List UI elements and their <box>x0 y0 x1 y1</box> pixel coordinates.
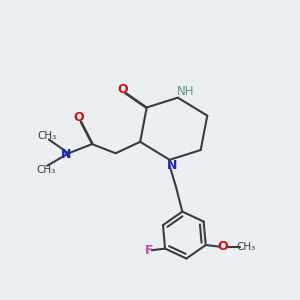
Text: F: F <box>145 244 154 257</box>
Text: CH₃: CH₃ <box>38 130 57 141</box>
Text: N: N <box>61 148 71 161</box>
Text: O: O <box>74 111 84 124</box>
Text: CH₃: CH₃ <box>236 242 255 252</box>
Text: O: O <box>218 240 228 253</box>
Text: N: N <box>167 159 177 172</box>
Text: CH₃: CH₃ <box>36 165 55 175</box>
Text: O: O <box>117 83 128 96</box>
Text: NH: NH <box>177 85 195 98</box>
